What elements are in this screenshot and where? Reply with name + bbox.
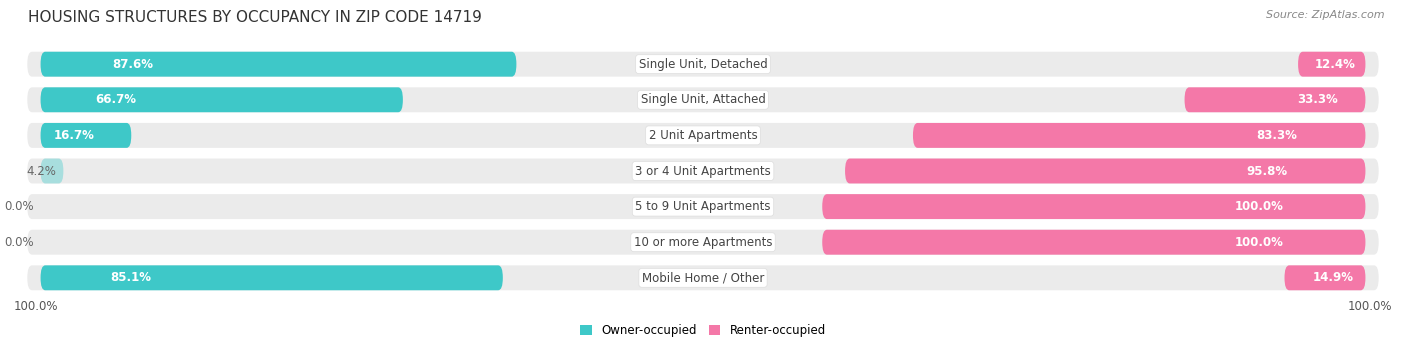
FancyBboxPatch shape [41, 52, 516, 77]
Text: 33.3%: 33.3% [1298, 93, 1339, 106]
FancyBboxPatch shape [1298, 52, 1365, 77]
FancyBboxPatch shape [27, 265, 1379, 290]
FancyBboxPatch shape [823, 230, 1365, 255]
FancyBboxPatch shape [912, 123, 1365, 148]
Text: 100.0%: 100.0% [1234, 200, 1284, 213]
Text: 83.3%: 83.3% [1257, 129, 1298, 142]
FancyBboxPatch shape [41, 159, 63, 183]
Text: 14.9%: 14.9% [1312, 271, 1354, 284]
Text: 85.1%: 85.1% [110, 271, 150, 284]
FancyBboxPatch shape [845, 159, 1365, 183]
FancyBboxPatch shape [41, 87, 404, 112]
Text: Single Unit, Detached: Single Unit, Detached [638, 58, 768, 71]
Text: 5 to 9 Unit Apartments: 5 to 9 Unit Apartments [636, 200, 770, 213]
Text: 16.7%: 16.7% [55, 129, 96, 142]
FancyBboxPatch shape [27, 194, 1379, 219]
FancyBboxPatch shape [41, 265, 503, 290]
Text: 3 or 4 Unit Apartments: 3 or 4 Unit Apartments [636, 165, 770, 177]
Text: 0.0%: 0.0% [4, 236, 34, 249]
Legend: Owner-occupied, Renter-occupied: Owner-occupied, Renter-occupied [575, 319, 831, 342]
Text: 66.7%: 66.7% [96, 93, 136, 106]
FancyBboxPatch shape [27, 159, 1379, 183]
Text: 12.4%: 12.4% [1315, 58, 1355, 71]
Text: 100.0%: 100.0% [1234, 236, 1284, 249]
Text: 10 or more Apartments: 10 or more Apartments [634, 236, 772, 249]
Text: HOUSING STRUCTURES BY OCCUPANCY IN ZIP CODE 14719: HOUSING STRUCTURES BY OCCUPANCY IN ZIP C… [28, 10, 482, 25]
FancyBboxPatch shape [27, 123, 1379, 148]
FancyBboxPatch shape [27, 52, 1379, 77]
Text: 4.2%: 4.2% [27, 165, 56, 177]
Text: 100.0%: 100.0% [14, 300, 59, 313]
FancyBboxPatch shape [27, 230, 1379, 255]
FancyBboxPatch shape [27, 87, 1379, 112]
Text: 87.6%: 87.6% [112, 58, 153, 71]
Text: Mobile Home / Other: Mobile Home / Other [641, 271, 765, 284]
Text: Source: ZipAtlas.com: Source: ZipAtlas.com [1267, 10, 1385, 20]
Text: 0.0%: 0.0% [4, 200, 34, 213]
Text: 100.0%: 100.0% [1347, 300, 1392, 313]
FancyBboxPatch shape [1285, 265, 1365, 290]
Text: 2 Unit Apartments: 2 Unit Apartments [648, 129, 758, 142]
FancyBboxPatch shape [1185, 87, 1365, 112]
Text: 95.8%: 95.8% [1246, 165, 1288, 177]
Text: Single Unit, Attached: Single Unit, Attached [641, 93, 765, 106]
FancyBboxPatch shape [41, 123, 131, 148]
FancyBboxPatch shape [823, 194, 1365, 219]
